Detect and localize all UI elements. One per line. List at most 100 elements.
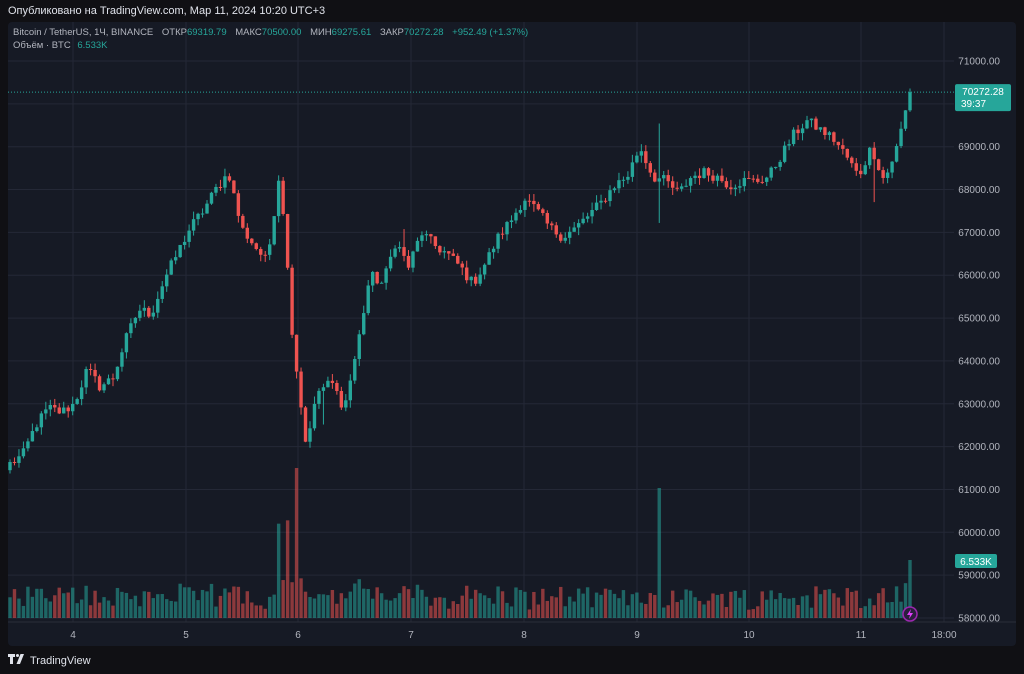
candle-body [662,175,666,179]
volume-bar [433,597,438,618]
volume-bar [787,598,791,618]
volume-bar [106,600,111,618]
volume-bar [353,583,357,618]
volume-bar [711,593,715,618]
price-tick-label: 65000.00 [958,314,1000,325]
low-label: МИН [310,27,332,38]
candle-body [308,428,312,442]
candle-body [509,220,514,223]
candle-body [254,243,258,249]
volume-bar [379,593,384,618]
volume-bar [500,591,505,618]
volume-bar [281,580,285,618]
volume-bar [44,598,48,618]
candle-body [823,127,827,136]
volume-bar [93,590,97,618]
candle-body [379,282,384,284]
legend-volume-row: Объём · BTC 6.533K [13,39,528,52]
candle-body [836,141,841,146]
volume-bar [299,578,303,618]
volume-bar [554,597,558,618]
volume-bar [666,605,670,618]
candle-body [30,431,35,442]
candle-body [169,260,173,275]
candle-body [800,128,805,134]
candle-body [151,312,155,317]
volume-bar [250,602,254,618]
legend-ohlc-row: Bitcoin / TetherUS, 1Ч, BINANCE ОТКР6931… [13,26,528,39]
volume-bar [894,586,899,618]
price-tick-label: 64000.00 [958,356,1000,367]
candle-body [782,145,787,162]
volume-bar [908,560,912,618]
price-tick-label: 69000.00 [958,142,1000,153]
candle-body [769,167,773,178]
volume-bar [321,594,326,618]
volume-bar [630,594,635,618]
chart-frame[interactable]: Bitcoin / TetherUS, 1Ч, BINANCE ОТКР6931… [8,22,1016,646]
volume-bar [339,593,344,618]
volume-bar [850,591,854,618]
countdown-label: 39:37 [961,99,986,110]
candle-body [388,256,393,269]
volume-bar [859,607,863,618]
candle-body [765,177,769,182]
volume-bar [308,597,312,618]
candle-body [563,237,567,241]
volume-bar [62,593,66,618]
volume-bar [330,590,335,618]
volume-bar [523,591,527,618]
candle-body [133,317,138,324]
price-chart[interactable]: 71000.0070000.0069000.0068000.0067000.00… [8,22,1016,646]
volume-bar [326,595,330,618]
candle-body [124,333,129,353]
candle-body [227,176,232,181]
volume-bar [115,587,120,618]
candle-body [406,255,411,268]
candle-body [415,240,420,252]
volume-bar [612,593,617,618]
candle-body [312,403,317,429]
symbol-label[interactable]: Bitcoin / TetherUS, 1Ч, BINANCE [13,27,154,38]
volume-bar [276,523,281,618]
candle-body [26,441,30,449]
candle-body [505,222,509,235]
candle-body [603,200,608,202]
candle-body [299,371,303,408]
candle-body [129,323,133,334]
footer-brand-label: TradingView [30,655,91,667]
volume-bar [773,599,778,618]
candle-body [697,175,702,179]
time-tick-label: 18:00 [931,630,956,641]
candle-body [733,187,738,190]
candle-body [760,181,764,183]
volume-bar [424,596,429,618]
candle-body [429,234,433,237]
candle-body [729,187,733,190]
candle-body [841,145,845,149]
candle-body [456,255,460,264]
volume-bar [532,591,536,618]
volume-bar [53,595,57,618]
footer-brand[interactable]: TradingView [8,653,91,669]
candle-body [670,181,675,188]
candle-body [559,234,563,241]
candle-body [532,200,536,205]
volume-bar [138,606,142,618]
volume-bar [568,596,572,618]
time-tick-label: 9 [634,630,640,641]
candle-body [232,180,236,194]
volume-bar [827,589,832,618]
candle-body [223,176,227,188]
candle-body [205,203,209,214]
volume-bar [88,605,93,618]
candle-body [75,399,79,404]
volume-bar [142,591,147,618]
volume-label[interactable]: Объём · BTC [13,40,71,51]
candle-body [854,163,858,171]
candle-body [339,390,344,408]
candle-body [393,248,397,257]
volume-bar [836,597,841,618]
candle-body [809,118,814,121]
volume-bar [12,589,17,618]
